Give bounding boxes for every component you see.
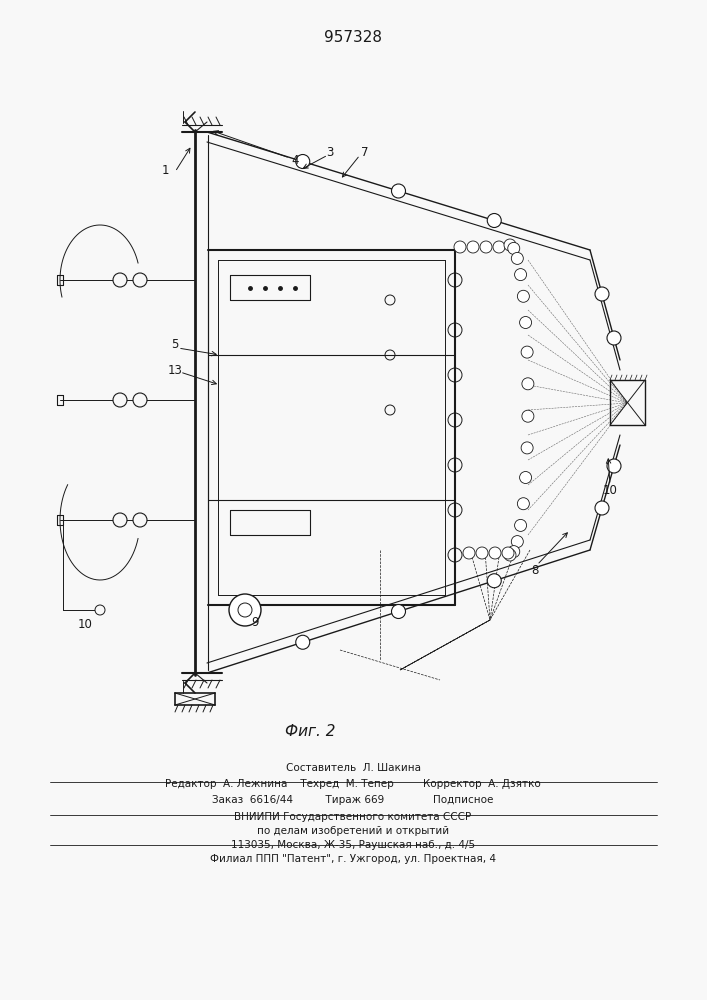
Text: ВНИИПИ Государственного комитета СССР: ВНИИПИ Государственного комитета СССР — [235, 812, 472, 822]
Text: Составитель  Л. Шакина: Составитель Л. Шакина — [286, 763, 421, 773]
Circle shape — [520, 472, 532, 484]
Circle shape — [463, 547, 475, 559]
Circle shape — [607, 459, 621, 473]
Text: 1: 1 — [161, 163, 169, 176]
Circle shape — [480, 241, 492, 253]
Circle shape — [595, 287, 609, 301]
Circle shape — [113, 273, 127, 287]
Circle shape — [595, 501, 609, 515]
Circle shape — [521, 442, 533, 454]
Text: 957328: 957328 — [324, 29, 382, 44]
Text: 7: 7 — [361, 145, 369, 158]
Text: 10: 10 — [602, 484, 617, 496]
Circle shape — [454, 241, 466, 253]
Circle shape — [515, 269, 527, 281]
Text: Фиг. 2: Фиг. 2 — [285, 724, 335, 740]
Text: 13: 13 — [168, 363, 182, 376]
Circle shape — [487, 214, 501, 228]
Circle shape — [518, 498, 530, 510]
Text: Заказ  6616/44          Тираж 669               Подписное: Заказ 6616/44 Тираж 669 Подписное — [212, 795, 493, 805]
Circle shape — [392, 604, 406, 618]
Text: 9: 9 — [251, 615, 259, 629]
Circle shape — [133, 513, 147, 527]
Circle shape — [489, 547, 501, 559]
Circle shape — [296, 154, 310, 168]
Text: 113035, Москва, Ж-35, Раушская наб., д. 4/5: 113035, Москва, Ж-35, Раушская наб., д. … — [231, 840, 475, 850]
Text: 3: 3 — [327, 145, 334, 158]
Circle shape — [521, 346, 533, 358]
Circle shape — [520, 316, 532, 328]
Circle shape — [511, 252, 523, 264]
Circle shape — [113, 513, 127, 527]
Circle shape — [504, 239, 516, 251]
Circle shape — [508, 242, 520, 254]
Text: Филиал ППП "Патент", г. Ужгород, ул. Проектная, 4: Филиал ППП "Патент", г. Ужгород, ул. Про… — [210, 854, 496, 864]
Circle shape — [467, 241, 479, 253]
Circle shape — [518, 290, 530, 302]
Circle shape — [607, 331, 621, 345]
Circle shape — [392, 184, 406, 198]
Text: 10: 10 — [78, 618, 93, 632]
Circle shape — [522, 378, 534, 390]
Text: Редактор  А. Лежнина    Техред  М. Тепер         Корректор  А. Дзятко: Редактор А. Лежнина Техред М. Тепер Корр… — [165, 779, 541, 789]
Circle shape — [511, 536, 523, 548]
Circle shape — [133, 273, 147, 287]
Circle shape — [502, 547, 514, 559]
Circle shape — [296, 635, 310, 649]
Circle shape — [113, 393, 127, 407]
Circle shape — [487, 574, 501, 588]
Circle shape — [95, 605, 105, 615]
Circle shape — [476, 547, 488, 559]
Text: 5: 5 — [171, 338, 179, 352]
Circle shape — [515, 519, 527, 531]
Circle shape — [504, 549, 516, 561]
Text: 8: 8 — [532, 564, 539, 576]
Circle shape — [493, 241, 505, 253]
Circle shape — [508, 546, 520, 558]
Circle shape — [522, 410, 534, 422]
Circle shape — [229, 594, 261, 626]
Text: 4: 4 — [291, 153, 299, 166]
Circle shape — [133, 393, 147, 407]
Text: по делам изобретений и открытий: по делам изобретений и открытий — [257, 826, 449, 836]
